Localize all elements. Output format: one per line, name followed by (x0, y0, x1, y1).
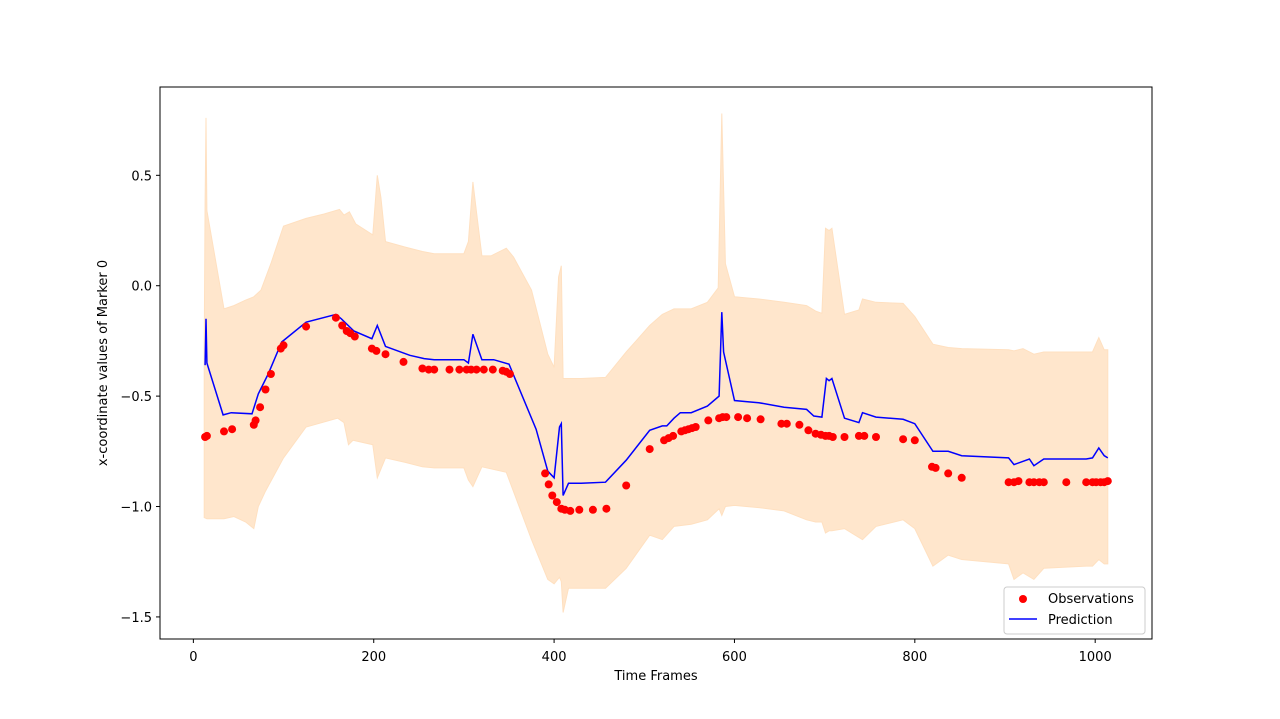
observation-point (828, 433, 837, 441)
y-tick-label: 0.5 (131, 169, 152, 184)
observation-point (418, 364, 427, 373)
plot-frame (159, 86, 1153, 640)
observation-point (220, 427, 228, 436)
observation-point (743, 414, 752, 423)
observation-point (860, 431, 869, 440)
observation-point (872, 433, 880, 441)
observation-point (266, 370, 275, 378)
observation-point (541, 469, 550, 478)
x-axis-ticks: 0 200 400 600 800 1000 (189, 639, 1112, 665)
observation-point (202, 431, 211, 440)
observation-point (1014, 477, 1023, 486)
x-tick-label: 200 (361, 650, 386, 665)
observation-point (505, 370, 514, 378)
observation-point (957, 473, 966, 482)
observation-point (804, 426, 813, 435)
legend: Observations Prediction (1003, 586, 1146, 635)
observation-point (1039, 478, 1048, 487)
legend-box (1003, 586, 1146, 635)
observation-point (602, 504, 611, 513)
observation-point (424, 365, 433, 374)
observation-point (899, 435, 908, 444)
y-tick-label: −1.0 (120, 501, 152, 516)
observation-point (256, 403, 265, 412)
observation-point (331, 313, 340, 322)
observation-point (931, 463, 940, 472)
observation-point (704, 416, 713, 425)
y-tick-label: −1.5 (120, 611, 152, 626)
y-axis-label: x-coordinate values of Marker 0 (96, 260, 111, 466)
x-tick-label: 400 (542, 650, 567, 665)
observation-point (756, 415, 765, 424)
observation-point (795, 420, 804, 429)
observation-point (279, 341, 288, 350)
observation-point (734, 413, 743, 422)
observation-point (302, 322, 311, 331)
observation-point (782, 419, 791, 428)
observation-point (622, 481, 631, 490)
observation-point (445, 365, 454, 374)
observation-point (722, 413, 731, 422)
x-tick-label: 800 (902, 650, 927, 665)
legend-observations-label: Observations (1048, 592, 1134, 607)
x-tick-label: 1000 (1079, 650, 1112, 665)
observation-point (381, 350, 390, 359)
legend-prediction-label: Prediction (1048, 613, 1113, 628)
observation-point (338, 321, 347, 330)
legend-observations-marker (1019, 595, 1027, 603)
observation-point (455, 365, 464, 374)
observation-point (544, 480, 553, 489)
observation-point (228, 425, 237, 434)
observation-point (575, 505, 584, 514)
observation-point (251, 416, 260, 425)
x-tick-label: 600 (722, 650, 747, 665)
y-tick-label: −0.5 (120, 390, 152, 405)
observation-point (552, 498, 561, 507)
observation-point (1062, 478, 1071, 487)
observation-point (350, 332, 359, 341)
observation-point (261, 385, 270, 394)
observation-point (669, 431, 678, 440)
observation-point (1103, 477, 1112, 486)
observation-point (588, 505, 597, 514)
observation-point (479, 365, 488, 374)
x-tick-label: 0 (189, 650, 197, 665)
observation-point (910, 436, 919, 445)
observation-point (548, 491, 557, 500)
uncertainty-band (203, 113, 1109, 613)
observation-point (472, 365, 481, 374)
observation-point (944, 469, 953, 478)
observation-point (645, 445, 654, 454)
observation-point (1082, 478, 1091, 487)
observation-point (488, 365, 497, 374)
observation-point (840, 433, 849, 441)
y-tick-label: 0.0 (131, 280, 152, 295)
y-axis-ticks: −1.5 −1.0 −0.5 0.0 0.5 (120, 169, 160, 626)
observation-point (372, 346, 381, 355)
observation-point (691, 423, 700, 431)
observation-point (399, 357, 408, 366)
observation-point (566, 506, 575, 515)
x-axis-label: Time Frames (613, 669, 697, 684)
prediction-line (204, 312, 1109, 496)
observation-points (201, 313, 1112, 515)
observation-point (430, 365, 439, 374)
